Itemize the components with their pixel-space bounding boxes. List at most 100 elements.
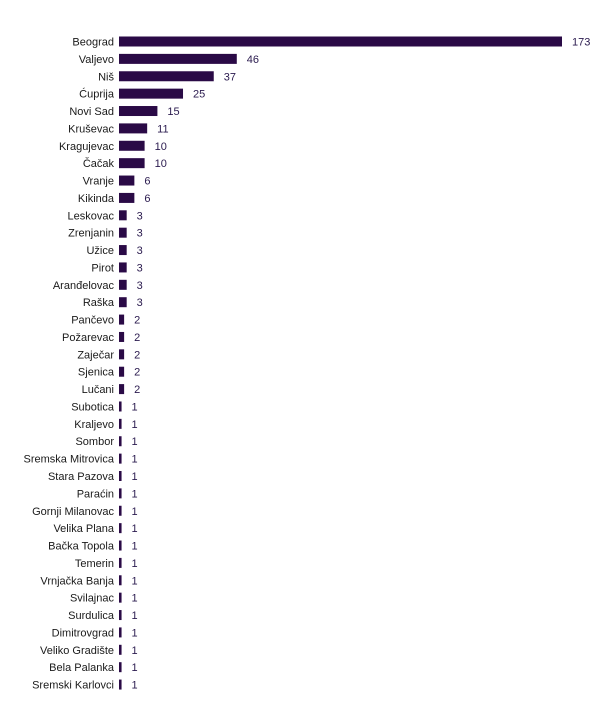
bar — [119, 575, 122, 586]
category-label: Kruševac — [68, 123, 114, 135]
category-label: Dimitrovgrad — [52, 627, 114, 639]
bar — [119, 384, 125, 395]
value-label: 46 — [247, 54, 259, 66]
category-label: Sremski Karlovci — [32, 680, 114, 692]
category-label: Veliko Gradište — [40, 645, 114, 657]
category-label: Bačka Topola — [48, 541, 115, 553]
bar — [119, 123, 148, 134]
bar — [119, 297, 127, 308]
value-label: 1 — [132, 401, 138, 413]
bar — [119, 314, 125, 325]
category-label: Stara Pazova — [48, 471, 115, 483]
value-label: 37 — [224, 71, 236, 83]
bar — [119, 71, 214, 82]
category-label: Kragujevac — [59, 141, 115, 153]
bar — [119, 401, 122, 412]
category-label: Novi Sad — [69, 106, 114, 118]
bar — [119, 488, 122, 499]
value-label: 3 — [137, 280, 143, 292]
value-label: 3 — [137, 262, 143, 274]
value-label: 1 — [132, 593, 138, 605]
value-label: 173 — [572, 37, 590, 49]
bar — [119, 436, 122, 447]
bar — [119, 140, 145, 151]
category-label: Svilajnac — [70, 593, 115, 605]
category-label: Bela Palanka — [49, 662, 115, 674]
category-label: Raška — [83, 297, 115, 309]
value-label: 10 — [155, 141, 167, 153]
category-label: Sremska Mitrovica — [24, 454, 115, 466]
bar — [119, 245, 127, 256]
value-label: 2 — [134, 315, 140, 327]
value-label: 1 — [132, 610, 138, 622]
value-label: 3 — [137, 297, 143, 309]
category-label: Pirot — [91, 262, 114, 274]
value-label: 1 — [132, 645, 138, 657]
value-label: 1 — [132, 471, 138, 483]
value-label: 1 — [132, 558, 138, 570]
category-label: Pančevo — [71, 315, 114, 327]
category-label: Surdulica — [68, 610, 115, 622]
bar — [119, 644, 122, 655]
value-label: 6 — [144, 176, 150, 188]
bar — [119, 106, 158, 117]
category-label: Leskovac — [68, 210, 115, 222]
bar — [119, 523, 122, 534]
bar — [119, 349, 125, 360]
bar — [119, 262, 127, 273]
value-label: 2 — [134, 332, 140, 344]
value-label: 3 — [137, 210, 143, 222]
value-label: 10 — [155, 158, 167, 170]
value-label: 1 — [132, 662, 138, 674]
category-label: Beograd — [72, 37, 114, 49]
category-label: Paraćin — [77, 488, 114, 500]
bar — [119, 175, 135, 186]
bar — [119, 366, 125, 377]
category-label: Čačak — [83, 157, 115, 170]
bar — [119, 36, 562, 47]
bar — [119, 279, 127, 290]
bar — [119, 540, 122, 551]
bar — [119, 557, 122, 568]
category-label: Kikinda — [78, 193, 115, 205]
category-label: Vranje — [83, 176, 114, 188]
bar — [119, 53, 237, 64]
category-label: Gornji Milanovac — [32, 506, 114, 518]
bar — [119, 679, 122, 690]
bar — [119, 158, 145, 169]
value-label: 1 — [132, 541, 138, 553]
bar — [119, 418, 122, 429]
value-label: 11 — [157, 123, 168, 135]
category-label: Temerin — [75, 558, 114, 570]
category-label: Ćuprija — [79, 88, 115, 101]
value-label: 1 — [132, 506, 138, 518]
value-label: 1 — [132, 680, 138, 692]
bar — [119, 610, 122, 621]
value-label: 2 — [134, 384, 140, 396]
bar — [119, 471, 122, 481]
category-label: Užice — [86, 245, 114, 257]
bar — [119, 210, 127, 221]
category-label: Subotica — [71, 401, 115, 413]
value-label: 1 — [132, 488, 138, 500]
category-label: Požarevac — [62, 332, 114, 344]
bar — [119, 331, 125, 342]
bar — [119, 453, 122, 464]
value-label: 15 — [167, 106, 179, 118]
value-label: 1 — [132, 523, 138, 535]
category-label: Zaječar — [77, 349, 114, 361]
bar — [119, 227, 127, 238]
bar — [119, 192, 135, 203]
value-label: 2 — [134, 349, 140, 361]
category-label: Velika Plana — [53, 523, 114, 535]
value-label: 1 — [132, 575, 138, 587]
category-label: Sjenica — [78, 367, 115, 379]
bar — [119, 88, 184, 99]
value-label: 2 — [134, 367, 140, 379]
bar — [119, 505, 122, 516]
bars-group: Beograd 173 Valjevo 46 Niš 37 Ćuprija 25 Novi Sa… — [24, 36, 590, 692]
category-label: Valjevo — [79, 54, 114, 66]
category-label: Kraljevo — [74, 419, 114, 431]
value-label: 1 — [132, 627, 138, 639]
